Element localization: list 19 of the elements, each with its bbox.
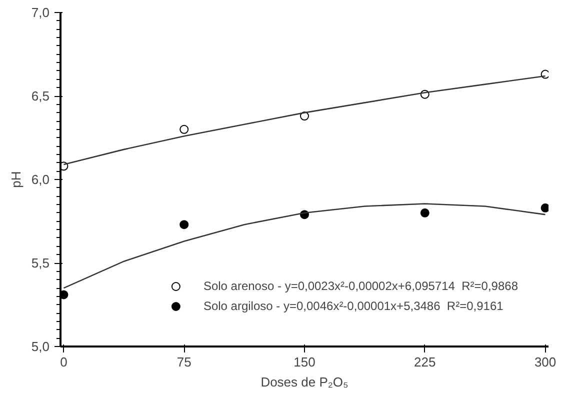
y-tick-label: 6,0 bbox=[31, 172, 50, 187]
y-tick-label: 5,0 bbox=[31, 339, 50, 354]
x-tick-label: 300 bbox=[534, 354, 556, 370]
point bbox=[420, 208, 430, 218]
x-tick-label: 225 bbox=[414, 354, 436, 370]
point bbox=[180, 220, 189, 230]
point bbox=[180, 124, 189, 134]
x-tick-label: 75 bbox=[176, 354, 192, 370]
x-axis-title: Doses de P₂O₅ bbox=[260, 374, 348, 390]
point bbox=[540, 203, 548, 212]
y-tick-label: 7,0 bbox=[31, 5, 50, 20]
legend-label: Solo arenoso - y=0,0023x²-0,00002x+6,095714 R²=0,9868 bbox=[203, 279, 518, 293]
y-axis-title: pH bbox=[8, 171, 24, 188]
point bbox=[60, 290, 68, 300]
x-tick-label: 0 bbox=[60, 354, 68, 370]
legend-label: Solo argiloso - y=0,0046x²-0,00001x+5,3486 R²=0,9161 bbox=[203, 299, 504, 313]
x-tick-label: 150 bbox=[294, 354, 316, 370]
y-tick-label: 6,5 bbox=[31, 88, 50, 104]
y-tick-label: 5,5 bbox=[31, 256, 50, 270]
